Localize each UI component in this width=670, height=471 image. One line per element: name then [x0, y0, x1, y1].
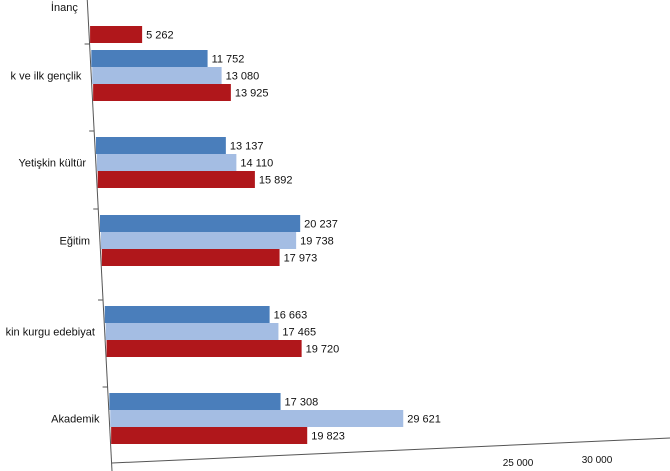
bar [109, 393, 281, 410]
bar [111, 427, 308, 444]
bar [90, 26, 143, 43]
bars-group [90, 26, 404, 444]
value-label: 17 308 [285, 397, 319, 409]
value-label: 15 892 [259, 175, 293, 187]
category-label: Eğitim [60, 236, 91, 248]
bar [100, 215, 301, 232]
value-label: 16 663 [274, 310, 308, 322]
category-label: Akademik [51, 414, 100, 426]
value-label: 29 621 [407, 414, 441, 426]
bar [101, 249, 280, 266]
bar [104, 306, 270, 323]
value-label: 13 925 [235, 88, 269, 100]
bar [105, 323, 279, 340]
bar [92, 67, 222, 84]
bar [97, 171, 255, 188]
value-labels-group: 5 262 11 752 13 080 13 925 13 137 14 110 15 89… [146, 30, 441, 443]
tick-labels-group: 25 000 30 000 [503, 455, 613, 469]
axis-group [84, 0, 670, 471]
value-label: 5 262 [146, 30, 174, 42]
category-label: İnanç [51, 1, 78, 14]
category-label: k ve ilk gençlik [11, 71, 82, 83]
value-label: 20 237 [304, 219, 338, 231]
bar [95, 137, 226, 154]
value-label: 14 110 [240, 158, 273, 170]
value-label: 19 738 [300, 236, 334, 248]
x-tick-label: 30 000 [582, 455, 613, 466]
value-label: 17 973 [284, 253, 318, 265]
bar [91, 50, 208, 67]
category-labels-group: İnanç k ve ilk gençlik Yetişkin kültür Eğit… [6, 1, 100, 426]
value-label: 19 823 [311, 431, 345, 443]
bar [100, 232, 297, 249]
x-tick-label: 25 000 [503, 458, 534, 469]
y-axis-line [86, 0, 113, 471]
bar [93, 84, 231, 101]
bar [106, 340, 302, 357]
bar [110, 410, 404, 427]
category-label: kin kurgu edebiyat [6, 327, 95, 339]
category-label: Yetişkin kültür [19, 158, 87, 170]
value-label: 19 720 [306, 344, 340, 356]
value-label: 11 752 [212, 54, 245, 66]
bar [96, 154, 237, 171]
value-label: 13 080 [226, 71, 260, 83]
value-label: 13 137 [230, 141, 264, 153]
value-label: 17 465 [282, 327, 316, 339]
x-axis-line [111, 437, 670, 464]
